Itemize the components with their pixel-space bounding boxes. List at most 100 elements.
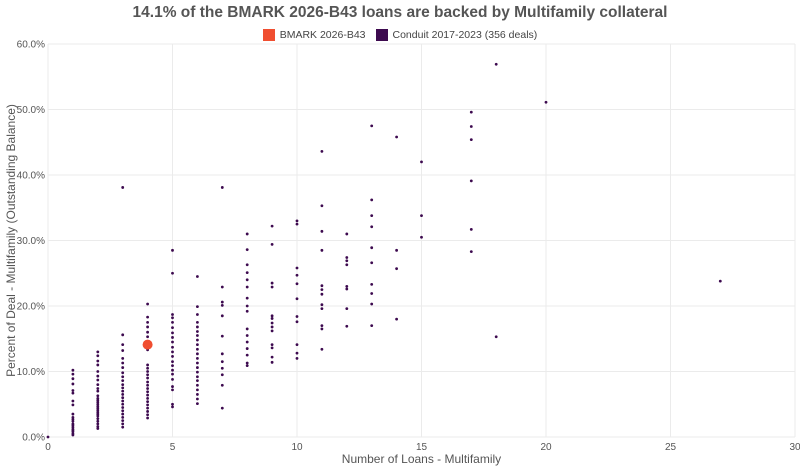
data-point-conduit[interactable] xyxy=(395,248,398,252)
data-point-conduit[interactable] xyxy=(71,389,75,392)
data-point-conduit[interactable] xyxy=(121,366,125,369)
data-point-conduit[interactable] xyxy=(71,382,75,386)
data-point-conduit[interactable] xyxy=(295,320,299,324)
data-point-conduit[interactable] xyxy=(146,400,150,404)
data-point-conduit[interactable] xyxy=(71,433,75,437)
data-point-conduit[interactable] xyxy=(220,334,224,338)
data-point-bmark[interactable] xyxy=(142,339,153,350)
data-point-conduit[interactable] xyxy=(196,305,199,309)
data-point-conduit[interactable] xyxy=(245,263,249,267)
data-point-conduit[interactable] xyxy=(121,375,125,379)
data-point-conduit[interactable] xyxy=(320,324,324,328)
data-point-conduit[interactable] xyxy=(245,278,249,282)
data-point-conduit[interactable] xyxy=(171,345,174,349)
data-point-conduit[interactable] xyxy=(320,284,324,288)
data-point-conduit[interactable] xyxy=(196,275,199,278)
data-point-conduit[interactable] xyxy=(171,385,174,388)
data-point-conduit[interactable] xyxy=(71,425,75,429)
data-point-conduit[interactable] xyxy=(320,150,324,153)
data-point-conduit[interactable] xyxy=(220,314,224,318)
data-point-conduit[interactable] xyxy=(196,402,199,405)
data-point-conduit[interactable] xyxy=(196,357,199,360)
data-point-conduit[interactable] xyxy=(320,307,324,311)
data-point-conduit[interactable] xyxy=(96,412,100,416)
data-point-conduit[interactable] xyxy=(146,393,150,397)
data-point-conduit[interactable] xyxy=(196,325,199,329)
data-point-conduit[interactable] xyxy=(270,346,274,350)
data-point-conduit[interactable] xyxy=(71,391,75,395)
data-point-conduit[interactable] xyxy=(96,414,100,418)
data-point-conduit[interactable] xyxy=(196,361,199,365)
data-point-conduit[interactable] xyxy=(121,402,125,406)
data-point-conduit[interactable] xyxy=(121,371,125,375)
data-point-conduit[interactable] xyxy=(270,285,274,289)
data-point-conduit[interactable] xyxy=(395,135,398,139)
data-point-conduit[interactable] xyxy=(270,325,274,329)
data-point-conduit[interactable] xyxy=(146,380,150,384)
data-point-conduit[interactable] xyxy=(121,422,125,426)
data-point-conduit[interactable] xyxy=(270,329,274,333)
data-point-conduit[interactable] xyxy=(245,334,249,337)
data-point-conduit[interactable] xyxy=(196,383,199,387)
data-point-conduit[interactable] xyxy=(295,273,299,277)
data-point-conduit[interactable] xyxy=(96,350,100,354)
data-point-conduit[interactable] xyxy=(121,406,125,409)
data-point-conduit[interactable] xyxy=(469,250,473,254)
data-point-conduit[interactable] xyxy=(220,373,224,377)
data-point-conduit[interactable] xyxy=(345,324,349,328)
data-point-conduit[interactable] xyxy=(71,403,75,407)
data-point-conduit[interactable] xyxy=(146,370,150,373)
data-point-conduit[interactable] xyxy=(220,360,224,364)
data-point-conduit[interactable] xyxy=(146,320,150,324)
data-point-conduit[interactable] xyxy=(420,214,423,218)
data-point-conduit[interactable] xyxy=(121,393,125,396)
data-point-conduit[interactable] xyxy=(245,353,249,357)
data-point-conduit[interactable] xyxy=(171,350,174,354)
data-point-conduit[interactable] xyxy=(469,110,473,114)
data-point-conduit[interactable] xyxy=(96,402,100,406)
data-point-conduit[interactable] xyxy=(718,279,722,283)
data-point-conduit[interactable] xyxy=(96,427,100,430)
data-point-conduit[interactable] xyxy=(295,222,299,226)
data-point-conduit[interactable] xyxy=(220,186,224,189)
data-point-conduit[interactable] xyxy=(245,271,249,274)
data-point-conduit[interactable] xyxy=(270,321,274,325)
data-point-conduit[interactable] xyxy=(171,336,174,339)
data-point-conduit[interactable] xyxy=(196,343,199,347)
data-point-conduit[interactable] xyxy=(171,313,174,316)
data-point-conduit[interactable] xyxy=(121,399,125,403)
data-point-conduit[interactable] xyxy=(96,404,100,408)
data-point-conduit[interactable] xyxy=(295,266,299,270)
data-point-conduit[interactable] xyxy=(270,224,274,228)
data-point-conduit[interactable] xyxy=(171,320,174,324)
data-point-conduit[interactable] xyxy=(345,256,349,259)
data-point-conduit[interactable] xyxy=(245,248,249,252)
data-point-conduit[interactable] xyxy=(146,403,150,407)
data-point-conduit[interactable] xyxy=(146,416,150,420)
data-point-conduit[interactable] xyxy=(121,396,125,400)
data-point-conduit[interactable] xyxy=(121,343,125,347)
data-point-conduit[interactable] xyxy=(121,415,125,419)
data-point-conduit[interactable] xyxy=(96,389,100,393)
data-point-conduit[interactable] xyxy=(320,204,324,208)
data-point-conduit[interactable] xyxy=(121,425,125,429)
data-point-conduit[interactable] xyxy=(320,229,324,233)
data-point-conduit[interactable] xyxy=(96,422,100,426)
data-point-conduit[interactable] xyxy=(295,351,299,355)
data-point-conduit[interactable] xyxy=(96,410,100,414)
data-point-conduit[interactable] xyxy=(220,406,224,410)
data-point-conduit[interactable] xyxy=(320,248,324,252)
data-point-conduit[interactable] xyxy=(96,408,100,412)
data-point-conduit[interactable] xyxy=(245,285,249,289)
legend-item-conduit[interactable]: Conduit 2017-2023 (356 deals) xyxy=(375,29,537,41)
data-point-conduit[interactable] xyxy=(370,214,374,218)
data-point-conduit[interactable] xyxy=(96,374,100,378)
data-point-conduit[interactable] xyxy=(220,352,224,356)
data-point-conduit[interactable] xyxy=(96,417,100,421)
data-point-conduit[interactable] xyxy=(146,373,150,377)
data-point-conduit[interactable] xyxy=(345,307,349,311)
data-point-conduit[interactable] xyxy=(71,377,75,381)
data-point-conduit[interactable] xyxy=(295,357,299,360)
data-point-conduit[interactable] xyxy=(146,363,150,367)
data-point-conduit[interactable] xyxy=(196,320,199,324)
